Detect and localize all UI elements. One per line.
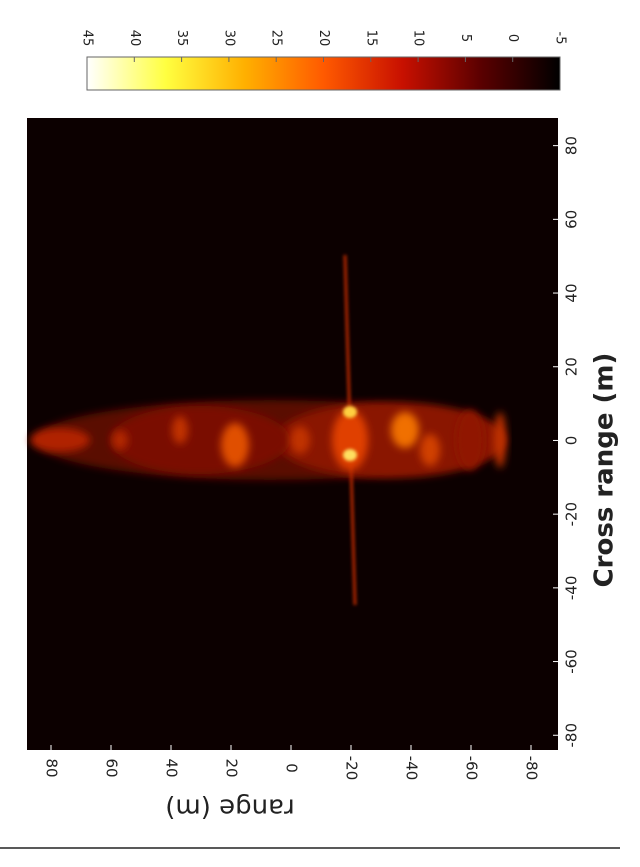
colorbar-tick-label: -5 (553, 32, 568, 45)
x-tick-label: 80 (563, 136, 581, 155)
colorbar-tick-label: 45 (80, 30, 95, 47)
x-tick-label: 40 (563, 283, 581, 302)
colorbar-tick-label: 20 (316, 30, 331, 47)
y-tick-label: 0 (283, 763, 301, 773)
y-tick-label: -80 (523, 756, 541, 781)
colorbar-tick-label: 0 (505, 34, 520, 42)
y-tick-label: 40 (163, 758, 181, 777)
x-tick-label: -20 (563, 502, 581, 527)
colorbar (86, 56, 561, 91)
colorbar-tick-label: 40 (127, 30, 142, 47)
y-tick-label: -60 (463, 756, 481, 781)
colorbar-tick-label: 30 (221, 30, 236, 47)
radar-image (30, 254, 506, 606)
colorbar-tick-label: 10 (411, 30, 426, 47)
colorbar-tick-label: 5 (458, 34, 473, 42)
y-tick-label: 20 (223, 758, 241, 777)
y-tick-label: 60 (103, 758, 121, 777)
x-tick-label: 60 (563, 210, 581, 229)
colorbar-tick-label: 35 (174, 30, 189, 47)
colorbar-tick-label: 15 (363, 30, 378, 47)
x-tick-label: 20 (563, 357, 581, 376)
y-tick-label: -40 (403, 756, 421, 781)
y-axis-label: range (m) (165, 793, 294, 823)
x-tick-label: -80 (563, 723, 581, 748)
y-tick-label: 80 (43, 758, 61, 777)
x-tick-label: -60 (563, 649, 581, 674)
y-tick-label: -20 (343, 756, 361, 781)
x-tick-label: 0 (563, 436, 581, 446)
colorbar-tick-label: 25 (269, 30, 284, 47)
x-tick-label: -40 (563, 576, 581, 601)
x-axis-label: Cross range (m) (590, 353, 620, 588)
